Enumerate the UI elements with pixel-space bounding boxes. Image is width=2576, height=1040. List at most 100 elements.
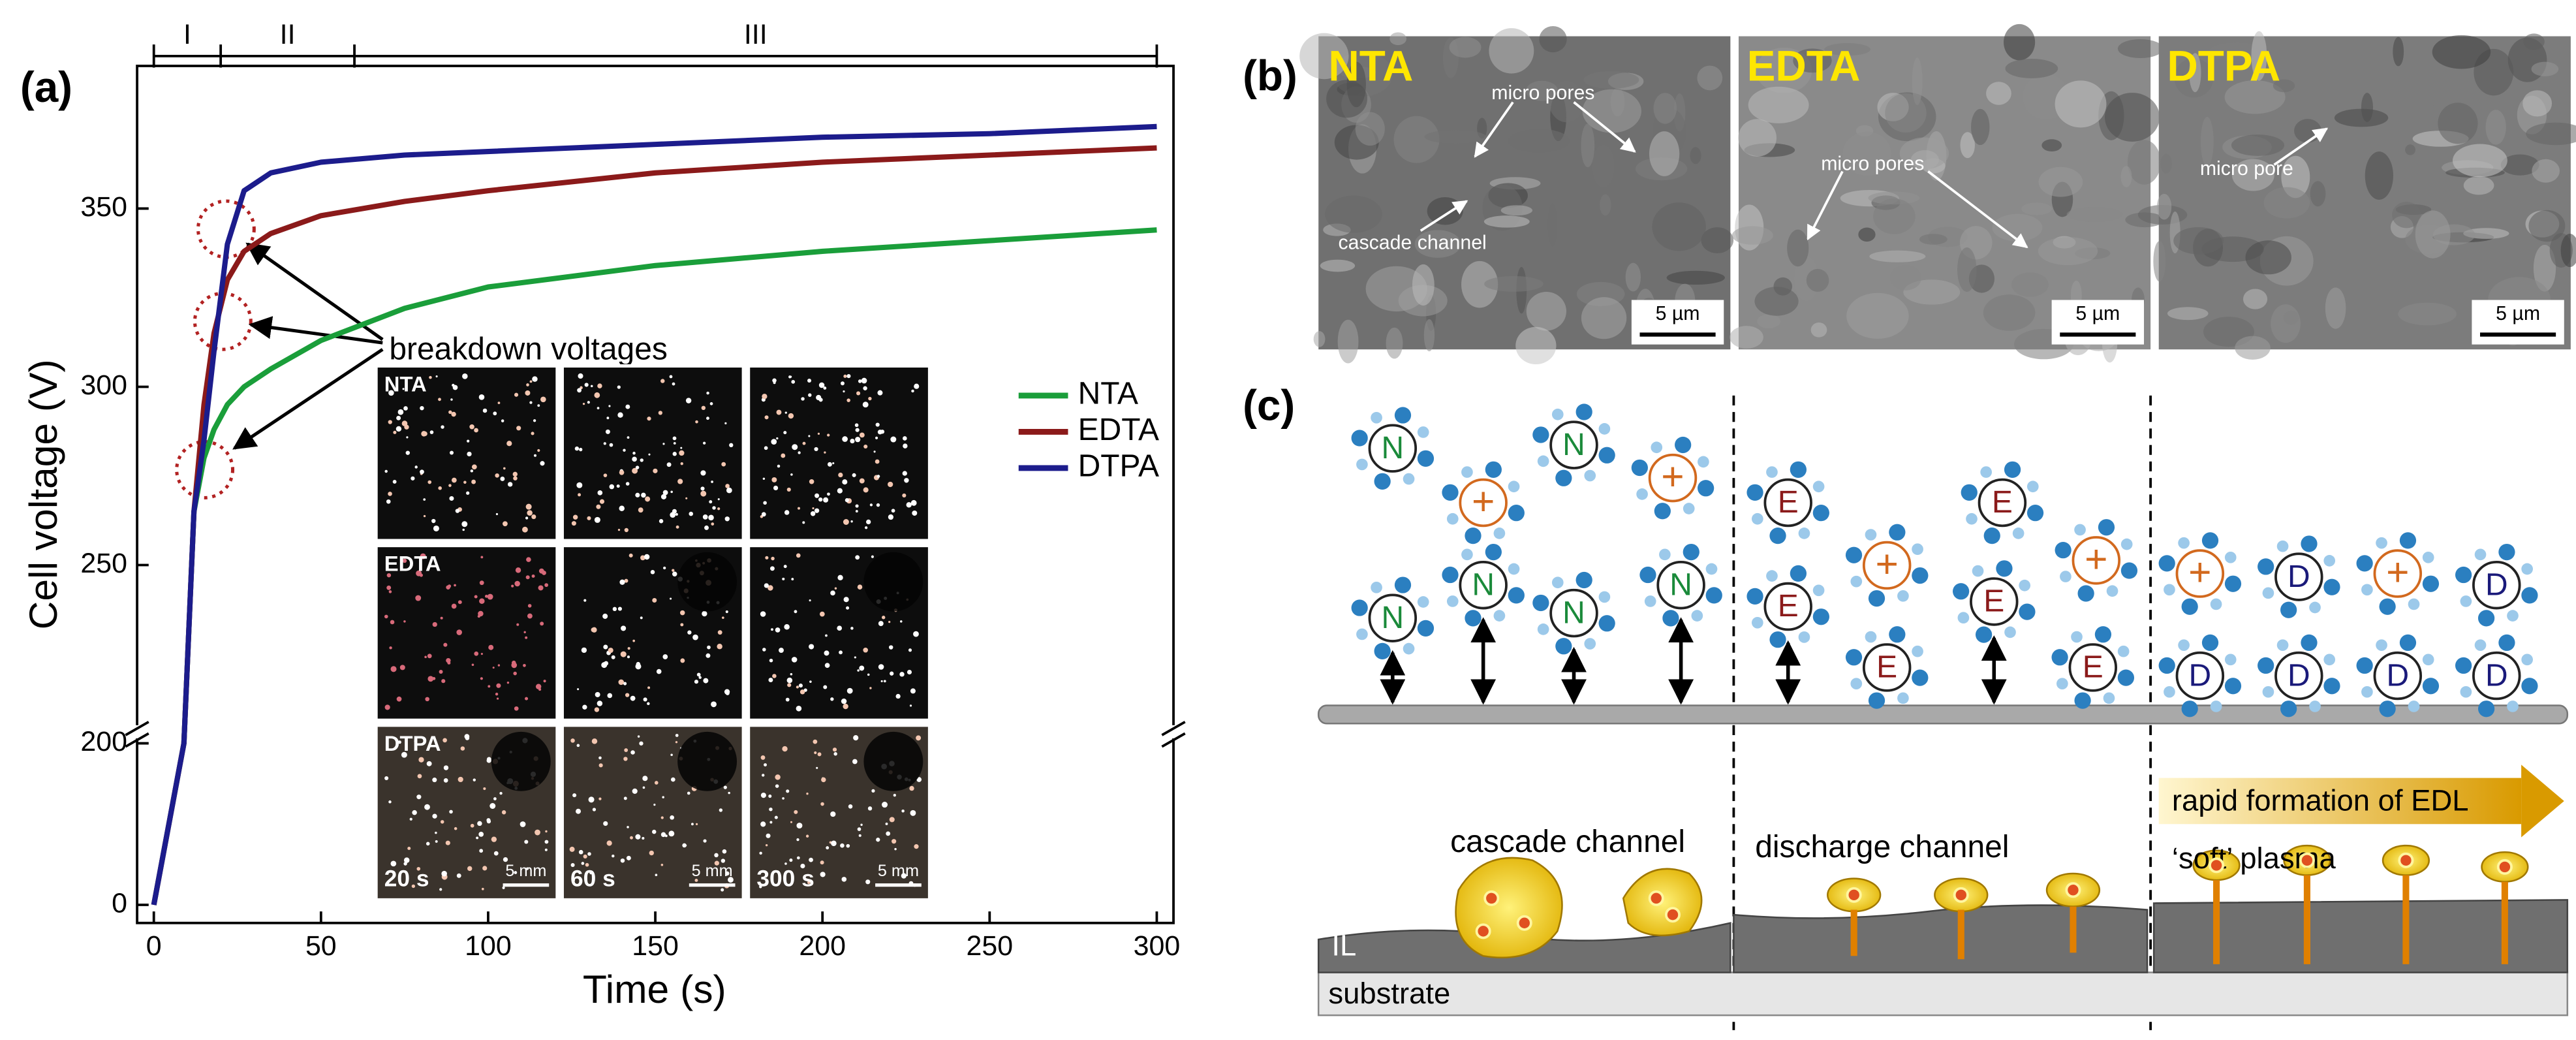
inset-spot — [711, 522, 715, 526]
inset-spot — [506, 441, 512, 447]
inset-spot — [526, 557, 531, 562]
inset-spot — [827, 462, 832, 467]
inset-spot — [717, 507, 721, 511]
ligand-dot — [1598, 615, 1615, 632]
inset-spot — [799, 689, 805, 695]
inset-spot — [406, 436, 409, 439]
inset-spot — [635, 492, 640, 497]
sem-texture — [2393, 37, 2404, 67]
inset-spot — [831, 840, 837, 847]
ligand-dot — [2477, 701, 2495, 717]
inset-spot — [790, 473, 793, 476]
ligand-dot — [2507, 701, 2519, 712]
inset-spot — [421, 431, 427, 437]
diagram-label: IL — [1331, 929, 1356, 962]
ligand-dot — [2474, 639, 2487, 652]
ligand-dot — [2521, 563, 2533, 575]
image-annotation: micro pore — [2200, 158, 2293, 180]
ligand-dot — [1751, 616, 1763, 629]
inset-spot — [591, 738, 598, 744]
inset-spot — [825, 634, 828, 637]
inset-spot — [653, 468, 658, 473]
ligand-dot — [2201, 532, 2219, 549]
inset-spot — [910, 688, 916, 694]
inset-spot — [608, 648, 613, 654]
inset-spot — [581, 647, 587, 654]
inset-spot — [871, 789, 875, 793]
sem-texture — [2200, 117, 2214, 166]
inset-spot — [864, 526, 868, 529]
sem-texture — [2294, 119, 2321, 143]
y-tick-label: 200 — [80, 726, 127, 757]
inset-spot — [724, 516, 730, 522]
inset-spot — [764, 415, 769, 420]
sem-texture — [2160, 153, 2172, 174]
ligand-dot — [2056, 678, 2068, 690]
inset-spot — [597, 701, 603, 706]
inset-spot — [902, 493, 907, 497]
sem-texture — [2522, 90, 2553, 117]
ligand-dot — [1371, 411, 1382, 424]
inset-spot — [449, 496, 454, 501]
inset-spot — [618, 679, 625, 685]
inset-spot — [416, 866, 421, 871]
ligand-dot — [1403, 642, 1415, 655]
inset-spot — [760, 611, 766, 617]
inset-spot — [451, 411, 456, 417]
inset-spot — [794, 810, 798, 814]
inset-spot — [620, 858, 625, 863]
inset-spot — [611, 655, 615, 659]
inset-spot — [570, 738, 575, 743]
inset-spot — [700, 490, 707, 497]
inset-spot — [823, 497, 829, 503]
inset-spot — [532, 376, 538, 382]
inset-spot — [405, 450, 411, 455]
ion — [2175, 549, 2225, 598]
sem-texture — [1986, 82, 2011, 105]
inset-spot — [792, 444, 798, 450]
ion-symbol: E — [1778, 485, 1799, 520]
inset-spot — [423, 514, 426, 518]
inset-spot — [796, 553, 801, 558]
inset-spot — [525, 503, 532, 510]
sem-texture — [2523, 33, 2545, 50]
inset-spot — [495, 473, 499, 478]
inset-spot — [765, 556, 769, 559]
inset-spot — [581, 862, 585, 865]
inset-spot — [527, 510, 533, 516]
ligand-dot — [2280, 601, 2297, 618]
image-annotation: micro pores — [1491, 82, 1594, 104]
ligand-dot — [1551, 576, 1564, 589]
inset-spot — [627, 647, 630, 650]
inset-spot — [632, 467, 638, 474]
ligand-dot — [1691, 610, 1703, 622]
ligand-dot — [1639, 566, 1656, 584]
inset-spot — [814, 751, 817, 755]
inset-spot — [812, 507, 815, 510]
axis-break — [125, 721, 149, 736]
sem-texture — [1355, 112, 1385, 146]
ligand-dot — [2455, 566, 2472, 584]
inset-spot — [878, 621, 884, 626]
inset-spot — [821, 777, 826, 783]
sem-texture — [2208, 42, 2264, 62]
inset-spot — [914, 383, 920, 389]
inset-spot — [707, 645, 711, 650]
inset-spot — [762, 394, 768, 400]
inset-spot — [863, 647, 868, 653]
inset-spot — [670, 490, 673, 494]
inset-spot — [830, 811, 836, 817]
inset-spot — [480, 677, 483, 680]
inset-spot — [478, 394, 485, 400]
inset-spot — [448, 410, 452, 415]
ligand-dot — [1698, 456, 1709, 468]
inset-spot — [914, 844, 919, 849]
ligand-dot — [2460, 685, 2472, 698]
diagram-label: cascade channel — [1450, 825, 1685, 859]
sem-texture — [1731, 226, 1773, 245]
ligand-dot — [1417, 620, 1435, 637]
inset-spot — [895, 693, 901, 699]
ligand-dot — [2521, 678, 2538, 695]
inset-spot — [776, 409, 782, 415]
inset-spot — [513, 476, 518, 481]
